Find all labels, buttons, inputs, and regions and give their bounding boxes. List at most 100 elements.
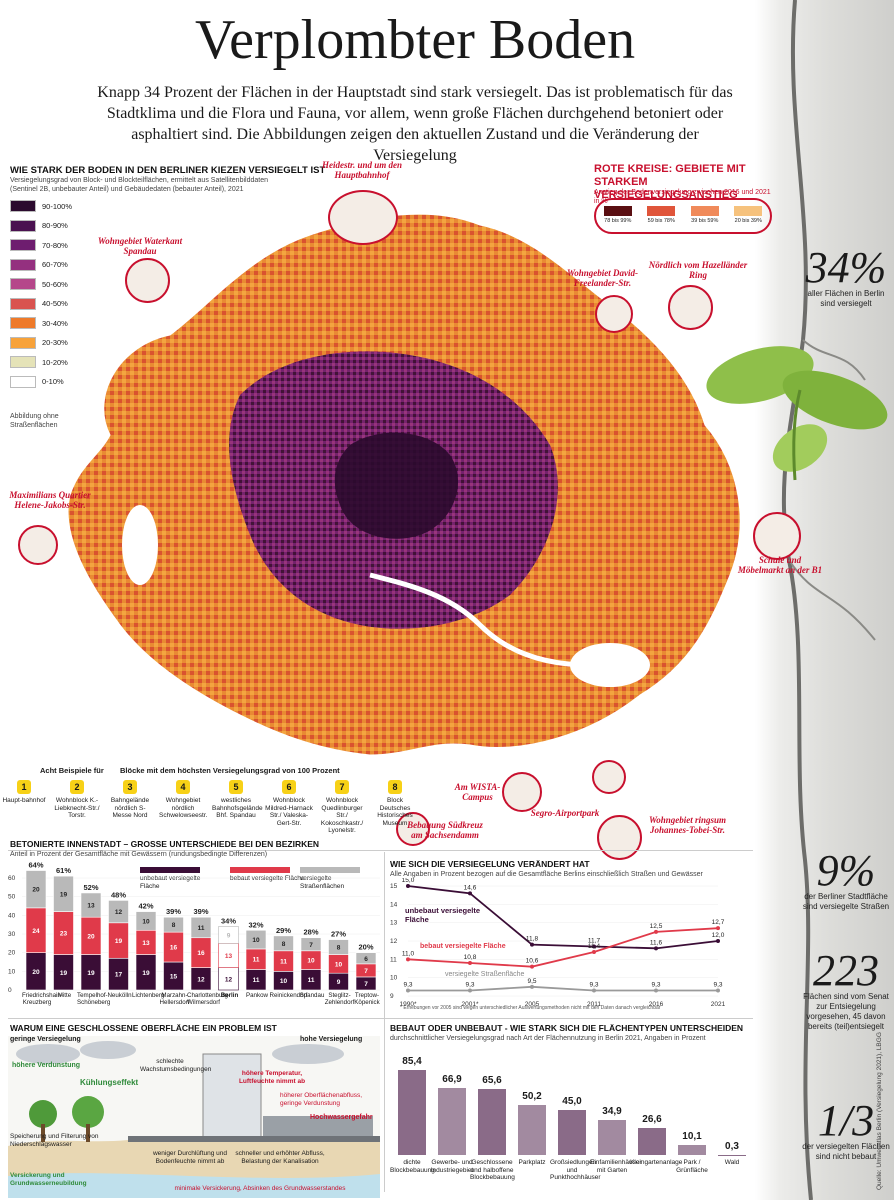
district-segment-label: 17 <box>115 972 123 979</box>
trend-x-tick: 2005 <box>525 1001 540 1008</box>
trend-x-tick: 2011 <box>587 1001 601 1008</box>
stat-text: der Berliner Stadtfläche sind versiegelt… <box>802 892 890 911</box>
district-y-tick: 50 <box>8 894 16 901</box>
trend-series-line <box>407 927 719 968</box>
legend-row: 20-30% <box>10 336 68 349</box>
callout-thumb-johannes[interactable] <box>597 815 642 860</box>
district-category-label: Tempelhof-Schöneberg <box>77 992 111 1006</box>
district-bar-segment <box>80 892 102 918</box>
trend-point <box>654 988 658 993</box>
landuse-value: 85,4 <box>402 1055 422 1067</box>
callout-thumb-b1[interactable] <box>753 512 801 560</box>
callout-thumb-suedkreuz[interactable] <box>396 812 430 846</box>
district-category-label: Neukölln <box>107 992 132 999</box>
stat-text: aller Flächen in Berlin sind versiegelt <box>807 289 885 308</box>
callout-thumb-heidestr[interactable] <box>328 190 398 245</box>
label-drainage: schneller und erhöhter Abfluss, Belastun… <box>235 1150 325 1165</box>
district-category-label: Berlin <box>220 992 239 999</box>
callout-thumb-segro[interactable] <box>592 760 626 794</box>
landuse-bar <box>398 1069 426 1155</box>
landuse-heading: BEBAUT ODER UNBEBAUT - WIE STARK SICH DI… <box>390 1023 744 1033</box>
trend-y-tick: 9 <box>390 993 394 1000</box>
trend-subheading: Alle Angaben in Prozent bezogen auf die … <box>390 871 703 878</box>
problem-illustration <box>8 1036 380 1198</box>
trend-series-line <box>408 985 718 992</box>
trend-point-label: 9,3 <box>403 982 412 989</box>
district-segment-label: 10 <box>335 961 343 968</box>
district-total-label: 27% <box>331 930 346 939</box>
district-bar-segment <box>328 939 349 955</box>
trend-label-bebaut: bebaut versiegelte Fläche <box>420 943 506 950</box>
trend-label-unbebaut: unbebaut versiegelte Fläche <box>405 906 481 924</box>
district-legend-label: unbebaut versiegelte Fläche <box>140 875 201 890</box>
district-total-label: 61% <box>56 866 71 875</box>
district-segment-label: 16 <box>197 950 205 957</box>
district-segment-label: 8 <box>282 941 286 948</box>
trend-chart: 9 10 11 12 13 14 15 1990* 2001* 2005 2011 2016 2021 1… <box>390 878 726 1008</box>
landuse-value: 10,1 <box>682 1130 702 1142</box>
legend-row: 50-60% <box>10 278 68 290</box>
numbered-block-num: 8 <box>388 780 402 794</box>
district-total-label: 64% <box>28 862 43 870</box>
landuse-value: 65,6 <box>482 1075 502 1087</box>
label-storage: Speicherung und Filterung von Niederschl… <box>10 1133 99 1148</box>
landuse-category: Gewerbe- und Industriegebiet <box>430 1159 474 1174</box>
increase-label: 20 bis 39% <box>734 218 762 224</box>
trend-point <box>468 988 472 993</box>
district-segment-label: 11 <box>198 925 205 932</box>
trend-point-label: 12,5 <box>650 923 663 930</box>
trend-point-label: 11,0 <box>402 950 415 957</box>
legend-note: Abbildung ohne Straßenflächen <box>10 413 59 429</box>
label-less-moisture: weniger Durchlüftung und Bodenfeuchte ni… <box>152 1150 228 1165</box>
district-y-tick: 10 <box>8 968 16 975</box>
callout-thumb-freelander[interactable] <box>595 295 633 333</box>
legend-row: 70-80% <box>10 239 68 251</box>
callout-thumb-maximilians[interactable] <box>18 525 58 565</box>
district-segment-label: 9 <box>337 979 341 986</box>
legend-label: 50-60% <box>42 279 68 289</box>
trend-point <box>530 942 534 947</box>
trend-point-label: 9,3 <box>713 982 722 989</box>
legend-swatch <box>10 317 36 329</box>
trend-point-label: 11,4 <box>588 943 601 950</box>
callout-thumb-waterkant[interactable] <box>125 258 170 303</box>
landuse-value: 45,0 <box>562 1096 582 1107</box>
district-segment-label: 19 <box>60 891 68 898</box>
landuse-bar <box>518 1104 546 1155</box>
landuse-bar <box>478 1089 506 1155</box>
trend-x-tick: 1990* <box>400 1001 417 1008</box>
callout-thumb-wista[interactable] <box>502 772 542 812</box>
callout-johannes: Wohngebiet ringsum Johannes-Tobei-Str. <box>648 815 727 835</box>
trend-x-tick: 2021 <box>711 1001 726 1008</box>
district-total-label: 52% <box>83 883 98 892</box>
legend-swatch <box>10 239 36 251</box>
trend-point-label: 9,3 <box>465 982 474 989</box>
district-total-label: 39% <box>166 907 181 916</box>
numbered-block-label: Wohnblock Quedlinburger Str./ Kokoschkas… <box>320 797 364 834</box>
trend-y-tick: 11 <box>390 956 397 963</box>
legend-swatch <box>10 278 36 290</box>
label-temp: höhere Temperatur, Luftfeuchte nimmt ab <box>238 1070 306 1085</box>
district-category-label: Reinickendorf <box>269 992 308 999</box>
callout-segro: Segro-Airportpark <box>530 808 600 818</box>
trend-point <box>592 988 596 993</box>
trend-point <box>468 961 472 965</box>
district-bar-segment <box>163 916 184 933</box>
district-segment-label: 12 <box>225 976 233 983</box>
trend-point <box>406 884 410 888</box>
label-runoff: höherer Oberflächenabfluss, geringe Verd… <box>280 1092 363 1107</box>
landuse-category: Einfamilienhäuser mit Garten <box>590 1159 642 1174</box>
district-bar-segment <box>53 875 74 912</box>
sprout-illustration <box>706 346 888 481</box>
increase-swatch <box>647 206 676 216</box>
callout-freelander: Wohngebiet David-Freelander-Str. <box>566 268 639 288</box>
trend-point-label: 11,8 <box>526 936 539 943</box>
district-segment-label: 12 <box>197 976 205 983</box>
callout-thumb-hazellaender[interactable] <box>668 285 713 330</box>
legend-row: 30-40% <box>10 317 68 329</box>
crack-illustration <box>781 0 876 1200</box>
district-bar-segment <box>300 937 322 952</box>
legend-swatch <box>10 336 36 349</box>
concrete-background <box>755 0 894 1200</box>
district-segment-label: 15 <box>170 974 178 981</box>
